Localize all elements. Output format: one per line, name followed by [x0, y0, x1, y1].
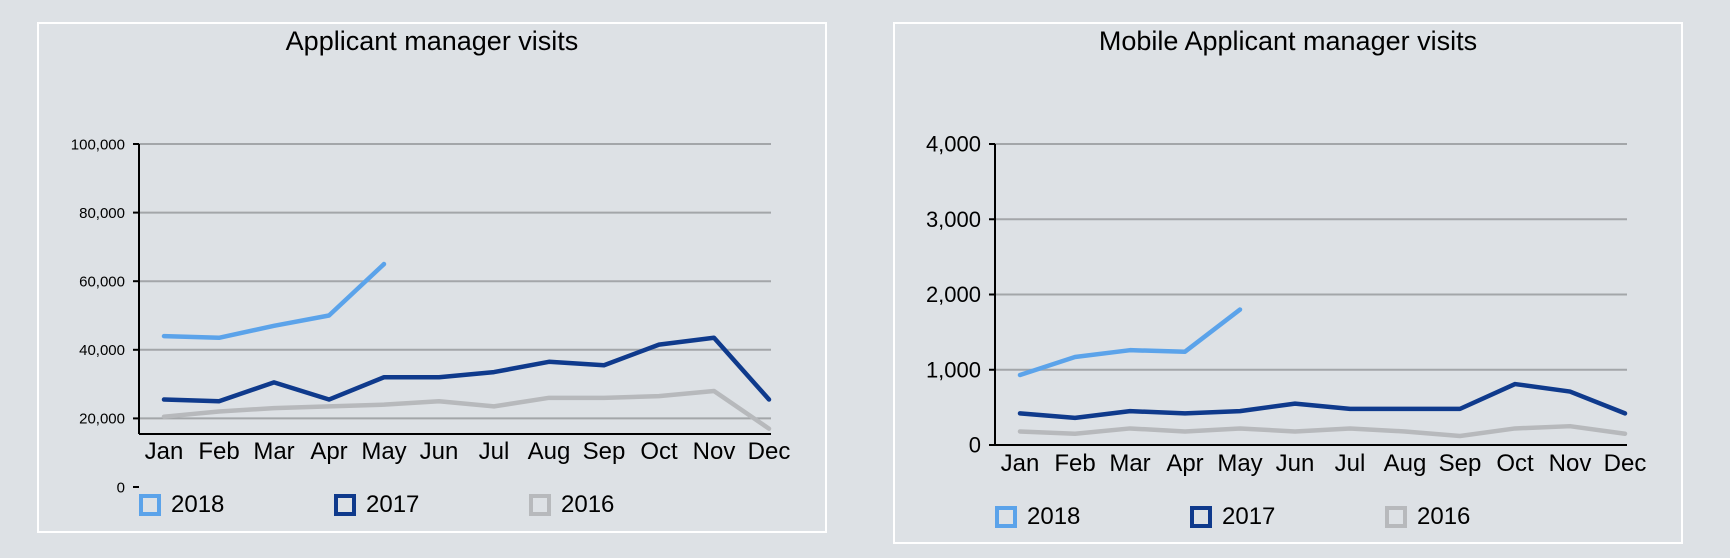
legend-item-2016: 2016	[1385, 503, 1470, 531]
series-line-2017	[1017, 381, 1628, 421]
legend-swatch	[529, 494, 551, 516]
x-tick-label: Nov	[693, 438, 736, 465]
x-tick-label: Jun	[1276, 450, 1315, 477]
legend-item-2016: 2016	[529, 491, 614, 519]
x-tick-label: Jul	[479, 438, 510, 465]
legend-label: 2018	[1027, 503, 1081, 530]
x-tick-label: Sep	[583, 438, 626, 465]
y-tick-label: 40,000	[79, 342, 125, 359]
x-tick-label: Feb	[1054, 450, 1095, 477]
chart-title: Mobile Applicant manager visits	[1098, 26, 1478, 56]
legend-label: 2016	[561, 491, 615, 518]
x-tick-label: Feb	[198, 438, 239, 465]
y-tick-label: 60,000	[79, 273, 125, 290]
y-tick-label: 2,000	[926, 282, 981, 307]
x-tick-label: Apr	[1166, 450, 1203, 477]
y-tick-label: 100,000	[71, 136, 125, 153]
x-tick-label: Dec	[748, 438, 791, 465]
y-tick-label: 1,000	[926, 357, 981, 382]
y-tick-label: 4,000	[926, 132, 981, 157]
x-tick-label: Sep	[1439, 450, 1482, 477]
legend-label: 2017	[366, 491, 420, 518]
x-tick-label: Nov	[1549, 450, 1592, 477]
legend-label: 2016	[1417, 503, 1471, 530]
legend-swatch	[1190, 506, 1212, 528]
x-tick-label: Mar	[1109, 450, 1150, 477]
legend-swatch	[995, 506, 1017, 528]
x-tick-label: Mar	[253, 438, 294, 465]
x-tick-label: Jul	[1335, 450, 1366, 477]
legend-item-2018: 2018	[995, 503, 1080, 531]
y-tick-label: 3,000	[926, 207, 981, 232]
x-tick-label: Aug	[528, 438, 571, 465]
chart-plot-area: 0 1,000 2,000 3,000 4,000 Jan Feb Mar Apr May Jun J…	[926, 132, 1647, 477]
legend-label: 2018	[171, 491, 225, 518]
y-tick-label: 20,000	[79, 411, 125, 428]
legend-swatch	[1385, 506, 1407, 528]
legend-item-2018: 2018	[139, 491, 224, 519]
series-line-2017	[161, 335, 772, 404]
series-line-2018	[1017, 307, 1243, 378]
chart-plot-area: 0 20,000 40,000 60,000 80,000 100,000 Jan Feb Ma…	[71, 136, 791, 496]
series-line-2016	[1017, 423, 1628, 439]
x-tick-label: Jun	[420, 438, 459, 465]
chart-title: Applicant manager visits	[285, 26, 579, 56]
series-line-2018	[161, 261, 387, 341]
y-tick-label: 0	[969, 433, 981, 458]
legend-item-2017: 2017	[334, 491, 419, 519]
legend-label: 2017	[1222, 503, 1276, 530]
chart-panel-mobile-visits: Mobile Applicant manager visits 0 1,000 2,…	[893, 22, 1683, 544]
legend-item-2017: 2017	[1190, 503, 1275, 531]
x-tick-label: May	[361, 438, 406, 465]
x-tick-label: Oct	[640, 438, 678, 465]
x-tick-label: Oct	[1496, 450, 1534, 477]
x-tick-label: May	[1217, 450, 1262, 477]
chart-panel-applicant-visits: Applicant manager visits 0 20,000 40,000 60…	[37, 22, 827, 533]
legend-swatch	[334, 494, 356, 516]
legend-swatch	[139, 494, 161, 516]
y-tick-label: 80,000	[79, 205, 125, 222]
x-tick-label: Aug	[1384, 450, 1427, 477]
series-line-2016	[161, 388, 772, 431]
y-tick-label: 0	[117, 479, 125, 496]
x-tick-label: Jan	[1001, 450, 1040, 477]
x-tick-label: Dec	[1604, 450, 1647, 477]
x-tick-label: Jan	[145, 438, 184, 465]
x-tick-label: Apr	[310, 438, 347, 465]
